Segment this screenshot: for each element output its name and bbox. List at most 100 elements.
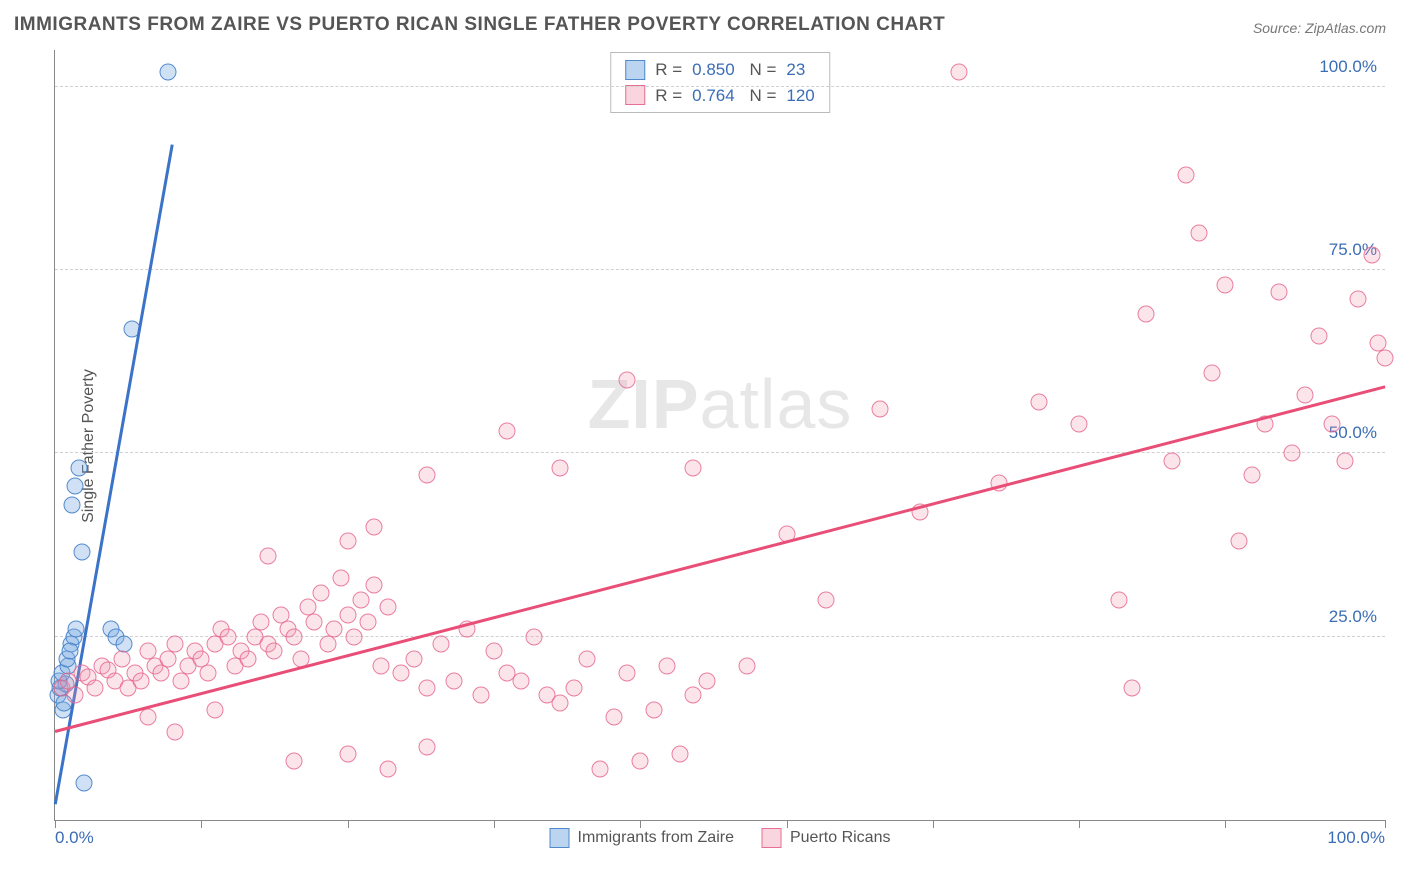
chart-container: IMMIGRANTS FROM ZAIRE VS PUERTO RICAN SI… xyxy=(0,0,1406,892)
gridline xyxy=(55,452,1385,453)
data-point xyxy=(485,643,502,660)
data-point xyxy=(313,584,330,601)
data-point xyxy=(286,753,303,770)
data-point xyxy=(419,738,436,755)
data-point xyxy=(173,672,190,689)
x-tick-mark xyxy=(1225,820,1226,828)
trend-line xyxy=(55,385,1386,732)
data-point xyxy=(219,628,236,645)
data-point xyxy=(61,643,78,660)
legend-r-zaire: 0.850 xyxy=(692,57,735,83)
correlation-legend: R = 0.850 N = 23 R = 0.764 N = 120 xyxy=(610,52,830,113)
legend-item-pr: Puerto Ricans xyxy=(762,828,891,848)
data-point xyxy=(1204,364,1221,381)
data-point xyxy=(1230,533,1247,550)
data-point xyxy=(1071,416,1088,433)
x-tick-max: 100.0% xyxy=(1327,828,1385,848)
data-point xyxy=(1270,284,1287,301)
data-point xyxy=(76,775,93,792)
data-point xyxy=(472,687,489,704)
data-point xyxy=(1337,452,1354,469)
gridline xyxy=(55,269,1385,270)
swatch-blue-icon xyxy=(625,60,645,80)
data-point xyxy=(1297,386,1314,403)
data-point xyxy=(73,544,90,561)
data-point xyxy=(199,665,216,682)
data-point xyxy=(1350,291,1367,308)
data-point xyxy=(266,643,283,660)
y-tick-label: 25.0% xyxy=(1329,607,1377,627)
data-point xyxy=(160,64,177,81)
data-point xyxy=(352,592,369,609)
plot-area: ZIPatlas R = 0.850 N = 23 R = 0.764 N = … xyxy=(54,50,1385,821)
data-point xyxy=(592,760,609,777)
data-point xyxy=(66,478,83,495)
x-tick-mark xyxy=(933,820,934,828)
watermark-bold: ZIP xyxy=(588,365,700,443)
data-point xyxy=(1244,467,1261,484)
data-point xyxy=(366,577,383,594)
data-point xyxy=(1031,394,1048,411)
data-point xyxy=(446,672,463,689)
data-point xyxy=(366,518,383,535)
data-point xyxy=(818,592,835,609)
swatch-blue-icon xyxy=(550,828,570,848)
legend-label-pr: Puerto Ricans xyxy=(790,829,891,847)
data-point xyxy=(698,672,715,689)
data-point xyxy=(658,658,675,675)
data-point xyxy=(339,533,356,550)
data-point xyxy=(86,680,103,697)
data-point xyxy=(525,628,542,645)
data-point xyxy=(346,628,363,645)
data-point xyxy=(685,460,702,477)
data-point xyxy=(306,614,323,631)
gridline xyxy=(55,86,1385,87)
data-point xyxy=(379,760,396,777)
data-point xyxy=(1323,416,1340,433)
data-point xyxy=(1217,276,1234,293)
data-point xyxy=(1177,166,1194,183)
legend-item-zaire: Immigrants from Zaire xyxy=(550,828,734,848)
data-point xyxy=(1190,225,1207,242)
data-point xyxy=(133,672,150,689)
swatch-pink-icon xyxy=(762,828,782,848)
data-point xyxy=(632,753,649,770)
data-point xyxy=(618,372,635,389)
data-point xyxy=(685,687,702,704)
series-legend: Immigrants from Zaire Puerto Ricans xyxy=(550,828,891,848)
legend-r-label: R = xyxy=(655,57,682,83)
data-point xyxy=(286,628,303,645)
chart-title: IMMIGRANTS FROM ZAIRE VS PUERTO RICAN SI… xyxy=(14,14,945,36)
y-tick-label: 100.0% xyxy=(1319,57,1377,77)
data-point xyxy=(512,672,529,689)
data-point xyxy=(605,709,622,726)
data-point xyxy=(166,636,183,653)
data-point xyxy=(64,496,81,513)
x-tick-mark xyxy=(787,820,788,828)
x-tick-mark xyxy=(348,820,349,828)
data-point xyxy=(332,570,349,587)
watermark-rest: atlas xyxy=(700,365,853,443)
source-label: Source: ZipAtlas.com xyxy=(1253,20,1386,36)
data-point xyxy=(738,658,755,675)
data-point xyxy=(1363,247,1380,264)
legend-row-zaire: R = 0.850 N = 23 xyxy=(625,57,815,83)
data-point xyxy=(253,614,270,631)
data-point xyxy=(359,614,376,631)
x-tick-mark xyxy=(494,820,495,828)
data-point xyxy=(1111,592,1128,609)
data-point xyxy=(326,621,343,638)
legend-n-zaire: 23 xyxy=(786,57,805,83)
data-point xyxy=(339,606,356,623)
data-point xyxy=(70,460,87,477)
x-tick-mark xyxy=(55,820,56,828)
data-point xyxy=(499,423,516,440)
data-point xyxy=(392,665,409,682)
data-point xyxy=(645,702,662,719)
data-point xyxy=(160,650,177,667)
data-point xyxy=(1124,680,1141,697)
swatch-pink-icon xyxy=(625,85,645,105)
data-point xyxy=(66,687,83,704)
data-point xyxy=(1164,452,1181,469)
x-tick-mark xyxy=(640,820,641,828)
